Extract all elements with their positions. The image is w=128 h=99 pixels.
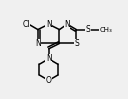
- Text: O: O: [46, 76, 52, 85]
- Text: N: N: [46, 20, 52, 29]
- Text: N: N: [35, 39, 41, 48]
- Text: N: N: [46, 54, 52, 63]
- Text: CH₃: CH₃: [99, 27, 112, 33]
- Text: N: N: [64, 20, 70, 29]
- Text: S: S: [86, 25, 90, 34]
- Text: Cl: Cl: [23, 20, 30, 29]
- Text: S: S: [74, 39, 79, 48]
